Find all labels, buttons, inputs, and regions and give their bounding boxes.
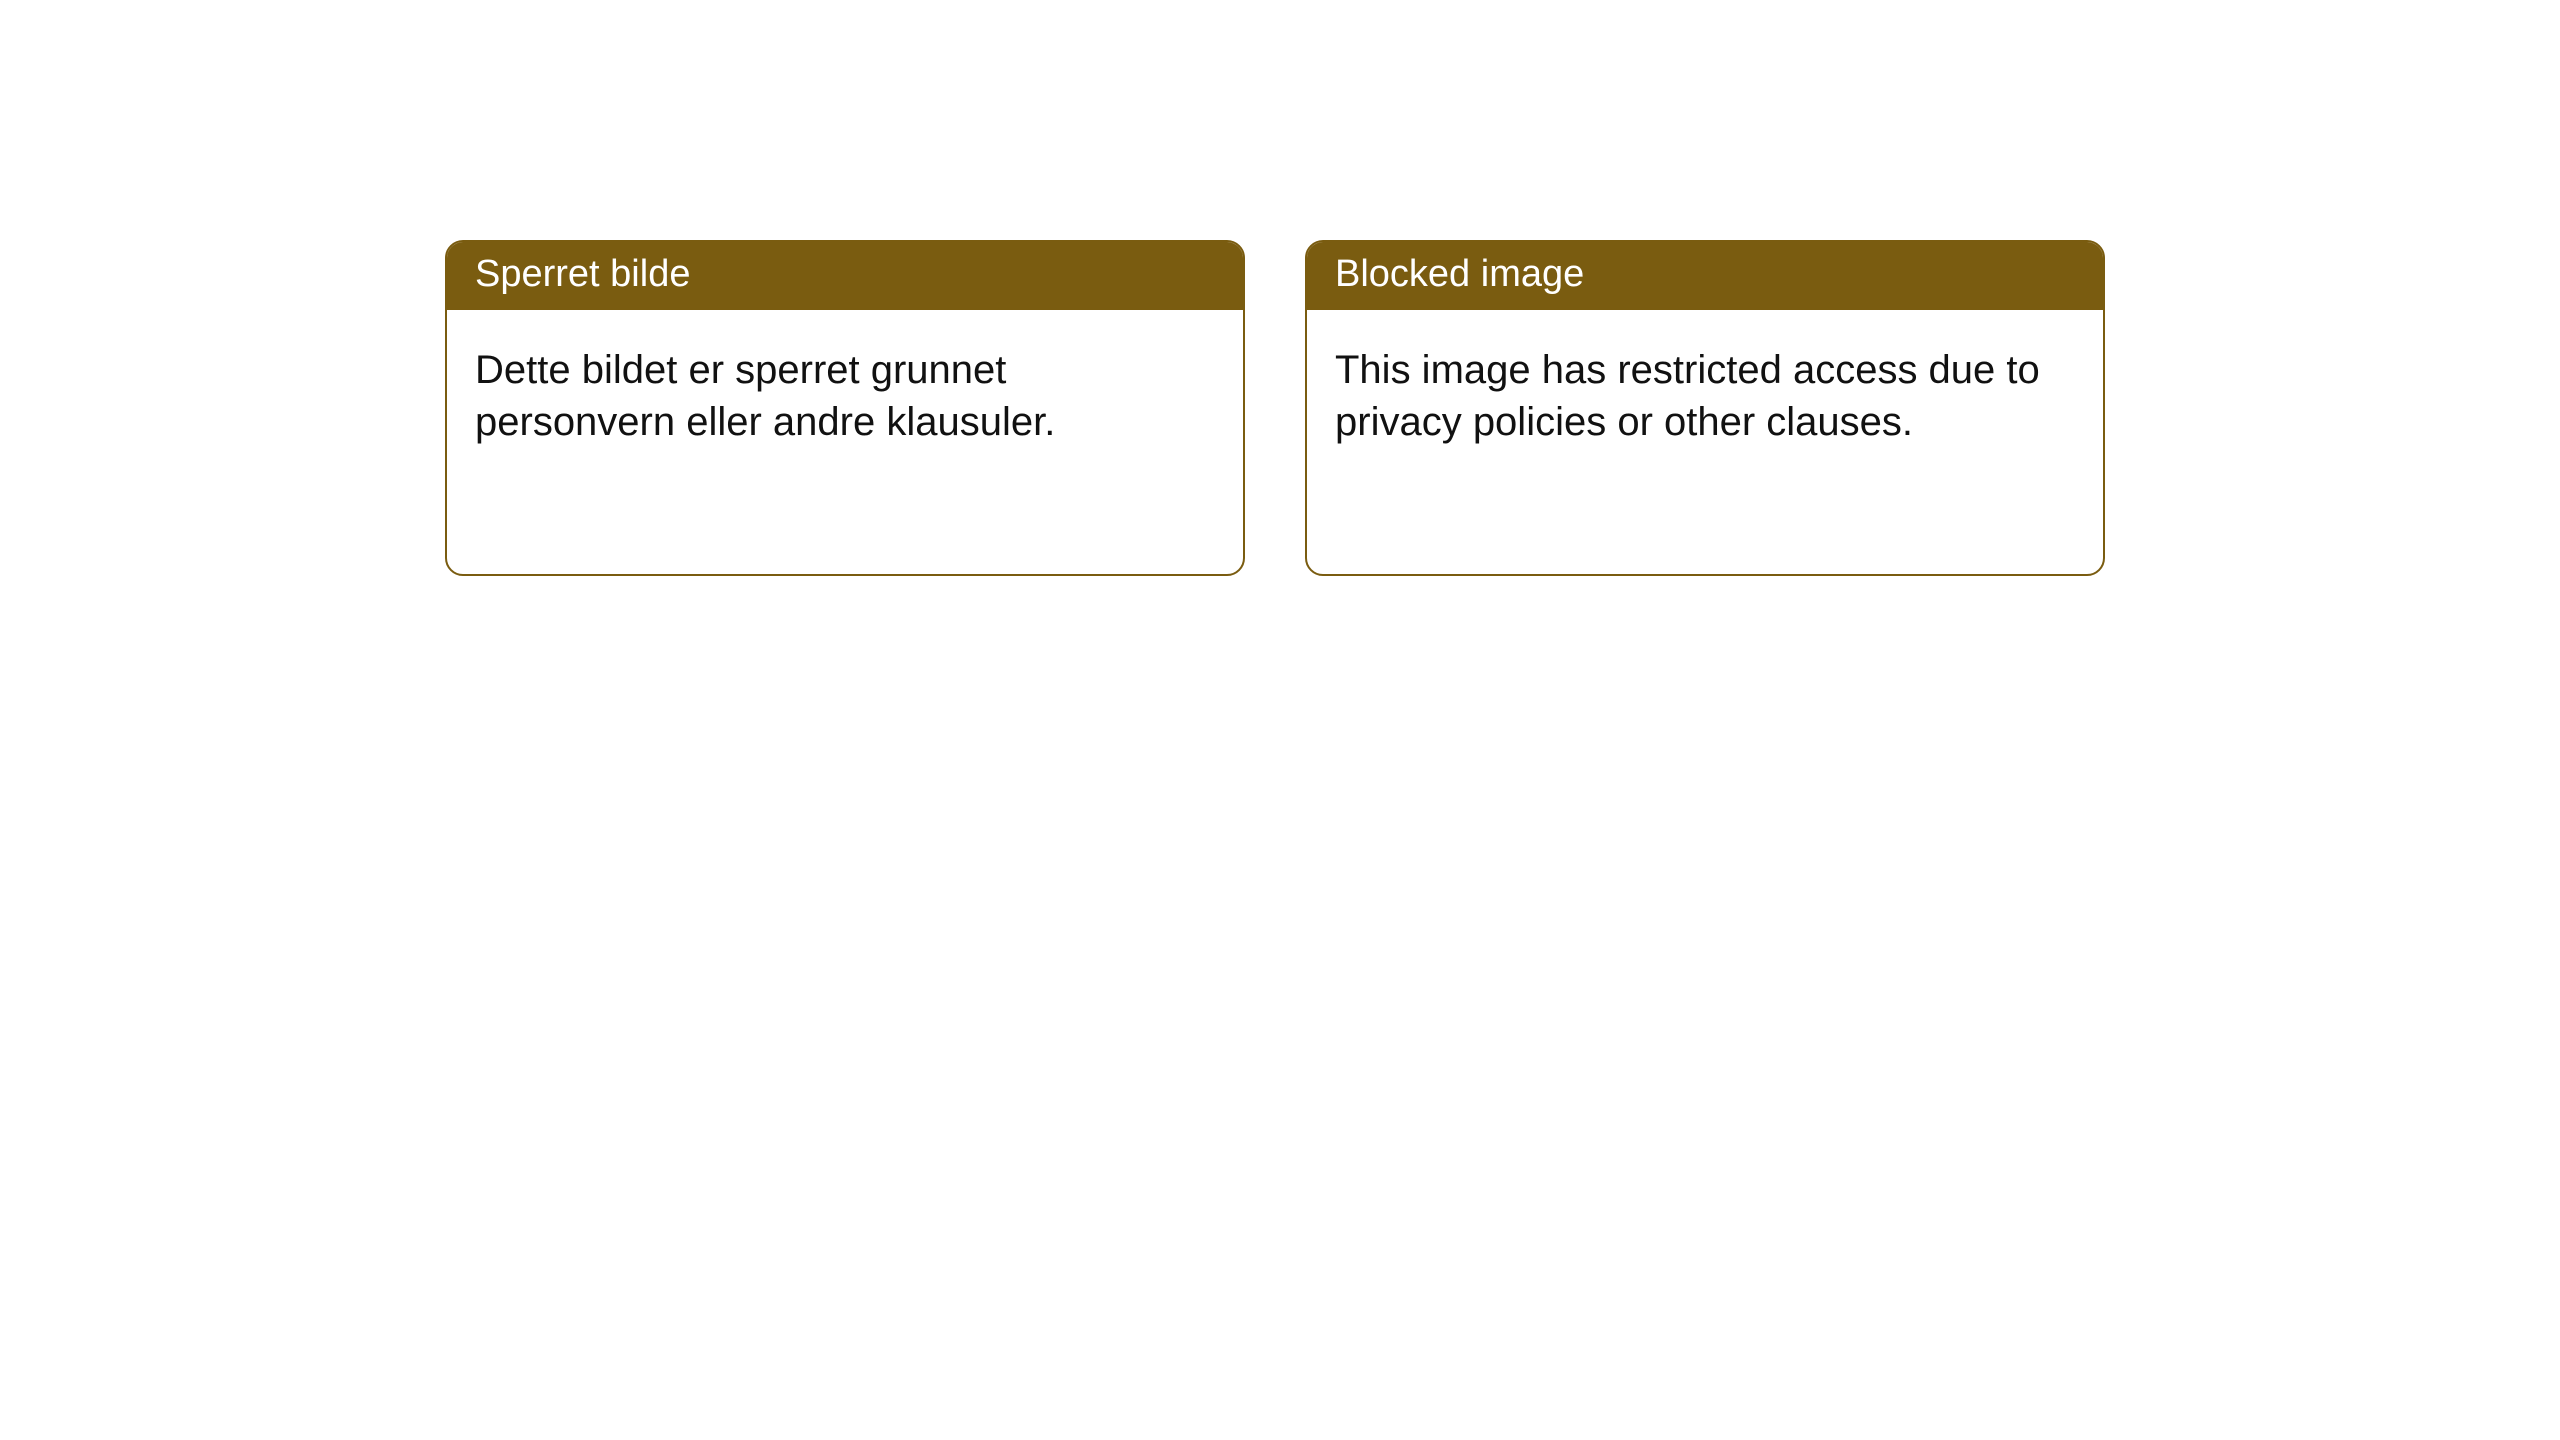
notice-header-norwegian: Sperret bilde [447, 242, 1243, 310]
notice-container: Sperret bilde Dette bildet er sperret gr… [445, 240, 2105, 576]
notice-card-english: Blocked image This image has restricted … [1305, 240, 2105, 576]
notice-header-english: Blocked image [1307, 242, 2103, 310]
notice-card-norwegian: Sperret bilde Dette bildet er sperret gr… [445, 240, 1245, 576]
notice-body-english: This image has restricted access due to … [1307, 310, 2103, 482]
notice-body-norwegian: Dette bildet er sperret grunnet personve… [447, 310, 1243, 482]
